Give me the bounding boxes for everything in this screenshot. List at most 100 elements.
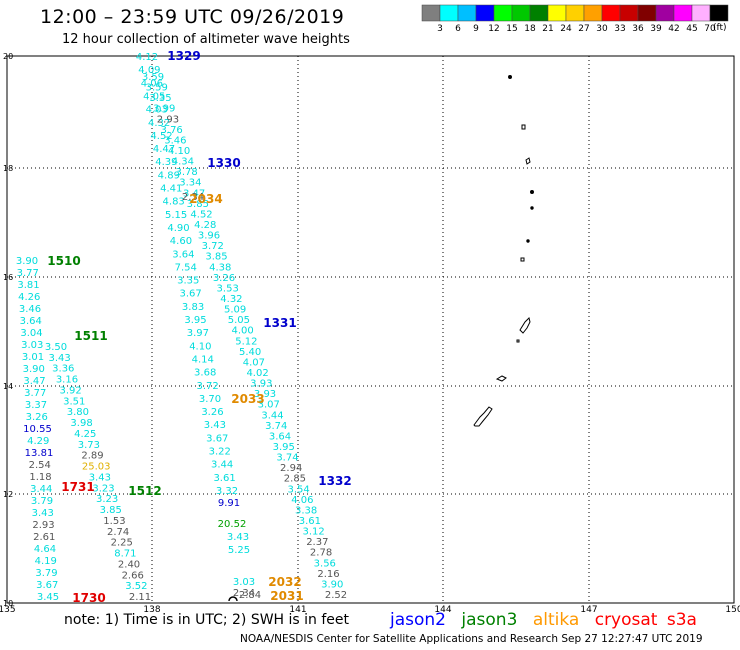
wave-height-value: 5.15 (165, 210, 187, 221)
wave-height-value: 2.74 (107, 527, 129, 538)
wave-height-value: 3.44 (30, 484, 52, 495)
wave-height-value: 3.37 (25, 400, 47, 411)
satellite-legend: jason2 jason3 altika cryosat s3a (390, 610, 707, 630)
wave-height-value: 3.43 (227, 532, 249, 543)
wave-height-value: 3.26 (201, 407, 223, 418)
wave-height-value: 4.12 (136, 52, 158, 63)
wave-height-value: 4.29 (27, 436, 49, 447)
wave-height-value: 3.26 (213, 273, 235, 284)
wave-height-value: 3.67 (180, 289, 202, 300)
island (516, 339, 520, 343)
wave-height-value: 2.61 (33, 532, 55, 543)
colorbar-swatch (565, 4, 585, 22)
island (530, 206, 534, 210)
wave-height-value: 3.67 (206, 433, 228, 444)
colorbar-tick: 33 (614, 24, 625, 34)
wave-height-value: 8.71 (114, 549, 136, 560)
orbit-label: 1511 (74, 329, 107, 343)
wave-height-value: 3.77 (24, 388, 46, 399)
wave-height-value: 25.03 (82, 462, 111, 473)
colorbar-swatch (547, 4, 567, 22)
wave-height-value: 2.25 (111, 538, 133, 549)
wave-height-value: 3.16 (56, 375, 78, 386)
x-axis-label: 147 (580, 605, 597, 615)
wave-height-value: 3.26 (26, 412, 48, 423)
wave-height-value: 4.32 (220, 294, 242, 305)
orbit-label: 1512 (128, 484, 161, 498)
colorbar-swatch (637, 4, 657, 22)
wave-height-value: 5.12 (235, 336, 257, 347)
wave-height-value: 3.61 (299, 516, 321, 527)
y-axis-label: 14 (3, 382, 13, 391)
wave-height-value: 4.14 (192, 354, 214, 365)
note-text: note: 1) Time is in UTC; 2) SWH is in fe… (64, 612, 350, 628)
coast-fragment (228, 596, 238, 602)
colorbar-tick: 27 (578, 24, 589, 34)
wave-height-value: 3.83 (182, 302, 204, 313)
wave-height-value: 4.03 (146, 105, 168, 116)
wave-height-value: 3.46 (164, 135, 186, 146)
island (530, 190, 534, 194)
wave-height-value: 3.64 (172, 249, 194, 260)
wave-height-value: 2.89 (81, 451, 103, 462)
wave-height-value: 1.53 (103, 516, 125, 527)
wave-height-value: 4.09 (138, 65, 160, 76)
wave-height-value: 3.81 (17, 280, 39, 291)
colorbar-swatch (583, 4, 603, 22)
wave-height-value: 3.79 (31, 496, 53, 507)
colorbar-tick: 70 (704, 24, 716, 34)
wave-height-value: 20.52 (218, 519, 247, 530)
wave-height-value: 3.44 (261, 410, 283, 421)
colorbar-swatch (709, 4, 729, 22)
wave-height-value: 4.25 (74, 429, 96, 440)
colorbar-tick: 9 (473, 24, 479, 34)
page-subtitle: 12 hour collection of altimeter wave hei… (62, 32, 350, 47)
wave-height-value: 4.06 (141, 78, 163, 89)
wave-height-value: 3.85 (187, 199, 209, 210)
wave-height-value: 2.93 (32, 520, 54, 531)
wave-height-value: 3.01 (22, 352, 44, 363)
island (526, 239, 530, 243)
x-axis-label: 141 (289, 605, 306, 615)
wave-height-value: 3.74 (276, 453, 298, 464)
wave-height-value: 2.37 (306, 537, 328, 548)
wave-height-value: 2.78 (310, 548, 332, 559)
wave-height-value: 4.89 (158, 170, 180, 181)
wave-height-value: 3.72 (196, 381, 218, 392)
wave-height-value: 3.59 (142, 72, 164, 83)
wave-height-value: 3.64 (20, 316, 42, 327)
wave-height-value: 2.52 (325, 590, 347, 601)
colorbar-tick: 6 (455, 24, 461, 34)
wave-height-value: 7.54 (175, 262, 197, 273)
wave-height-value: 3.36 (52, 364, 74, 375)
orbit-label: 1731 (61, 480, 94, 494)
colorbar-tick: 24 (560, 24, 572, 34)
wave-height-value: 2.16 (317, 569, 339, 580)
orbit-label: 2032 (268, 575, 301, 589)
wave-height-value: 3.72 (202, 241, 224, 252)
wave-height-value: 3.03 (233, 577, 255, 588)
wave-height-value: 3.43 (32, 508, 54, 519)
wave-height-value: 2.54 (29, 460, 51, 471)
wave-height-value: 4.26 (18, 292, 40, 303)
wave-height-value: 3.97 (187, 328, 209, 339)
colorbar-tick: 3 (437, 24, 443, 34)
colorbar-tick: 36 (632, 24, 644, 34)
wave-height-value: 3.90 (321, 579, 343, 590)
wave-height-value: 3.44 (211, 460, 233, 471)
wave-height-value: 3.07 (258, 400, 280, 411)
colorbar-swatch (493, 4, 513, 22)
wave-height-value: 3.64 (269, 431, 291, 442)
colorbar-unit: (ft) (713, 23, 727, 33)
wave-height-value: 4.64 (34, 544, 56, 555)
wave-height-value: 3.23 (96, 494, 118, 505)
wave-height-value: 2.84 (239, 590, 261, 601)
wave-height-value: 3.61 (213, 473, 235, 484)
wave-height-value: 4.38 (209, 262, 231, 273)
wave-height-value: 3.77 (17, 268, 39, 279)
colorbar-swatch (475, 4, 495, 22)
island (521, 124, 526, 130)
wave-height-value: 3.99 (153, 104, 175, 115)
colorbar-tick: 30 (596, 24, 608, 34)
wave-height-value: 3.56 (314, 558, 336, 569)
